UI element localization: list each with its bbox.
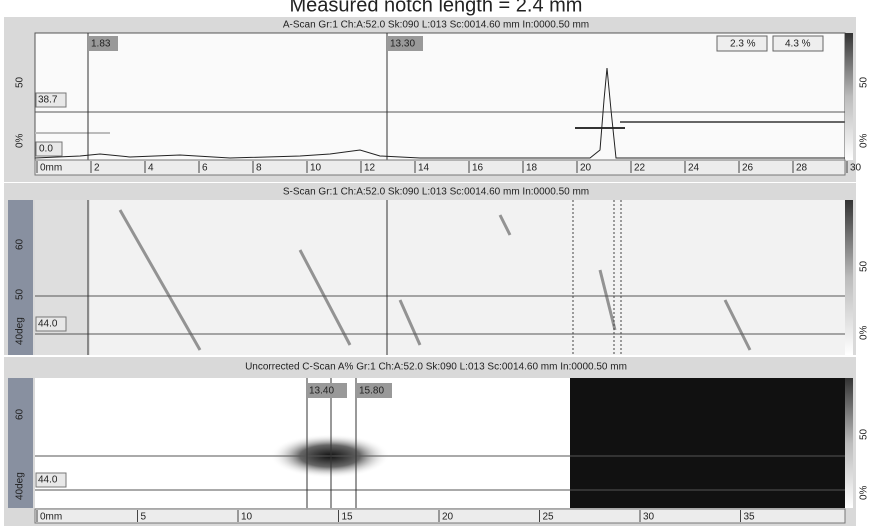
cursor-label: 13.30 (390, 39, 415, 50)
left-scale: 60 (15, 408, 26, 420)
left-scale: 0% (15, 133, 26, 148)
ruler-label: 5 (141, 512, 147, 523)
a-scan-header: A-Scan Gr:1 Ch:A:52.0 Sk:090 L:013 Sc:00… (283, 20, 589, 31)
c-scan-header: Uncorrected C-Scan A% Gr:1 Ch:A:52.0 Sk:… (245, 362, 627, 373)
left-scale: 40deg (15, 472, 26, 500)
screen: Measured notch length = 2.4 mm A-Scan Gr… (0, 0, 873, 526)
angle-label: 44.0 (38, 319, 58, 330)
page: Measured notch length = 2.4 mm A-Scan Gr… (0, 0, 873, 526)
ruler-label: 15 (342, 512, 354, 523)
cursor-label: 13.40 (309, 386, 334, 397)
right-scale: 50 (859, 260, 870, 272)
cursor-label: 15.80 (359, 386, 384, 397)
ruler (35, 509, 845, 523)
ruler-label: 30 (643, 512, 655, 523)
left-scale: 60 (15, 238, 26, 250)
ruler-label: 8 (256, 163, 262, 174)
ruler-label: 22 (634, 163, 646, 174)
ruler-label: 0mm (40, 512, 62, 523)
ruler-label: 6 (202, 163, 208, 174)
right-scale: 0% (859, 485, 870, 500)
s-scan-noise (35, 200, 90, 355)
main-title: Measured notch length = 2.4 mm (290, 0, 583, 16)
ruler-label: 24 (688, 163, 700, 174)
right-scale: 50 (859, 428, 870, 440)
right-scale: 0% (859, 325, 870, 340)
colorbar (845, 200, 853, 355)
readout: 4.3 % (785, 39, 811, 50)
ruler-label: 2 (94, 163, 100, 174)
left-scale: 40deg (15, 317, 26, 345)
ruler-label: 10 (310, 163, 322, 174)
ruler-label: 18 (526, 163, 538, 174)
ruler-label: 20 (442, 512, 454, 523)
right-scale: 50 (859, 76, 870, 88)
ruler-label: 30 (850, 163, 862, 174)
s-scan-header: S-Scan Gr:1 Ch:A:52.0 Sk:090 L:013 Sc:00… (283, 187, 589, 198)
colorbar (845, 378, 853, 508)
readout: 2.3 % (730, 39, 756, 50)
ruler-label: 12 (364, 163, 376, 174)
ruler-label: 0mm (40, 163, 62, 174)
ruler-label: 26 (742, 163, 754, 174)
ruler-label: 20 (580, 163, 592, 174)
left-scale: 50 (15, 76, 26, 88)
a-scan-plot (35, 33, 845, 160)
right-scale: 0% (859, 133, 870, 148)
angle-label: 44.0 (38, 475, 58, 486)
ruler-label: 10 (241, 512, 253, 523)
ruler-label: 4 (148, 163, 154, 174)
ruler-label: 35 (744, 512, 756, 523)
ruler-label: 25 (543, 512, 555, 523)
level-label: 38.7 (38, 95, 58, 106)
ruler (35, 160, 845, 175)
ruler-label: 28 (796, 163, 808, 174)
colorbar (845, 33, 853, 160)
ruler-label: 14 (418, 163, 430, 174)
ruler-label: 16 (472, 163, 484, 174)
level-label: 0.0 (39, 144, 53, 155)
c-scan-dark (570, 378, 845, 508)
cursor-label: 1.83 (91, 39, 111, 50)
s-scan-image (35, 200, 845, 355)
left-scale: 50 (15, 288, 26, 300)
